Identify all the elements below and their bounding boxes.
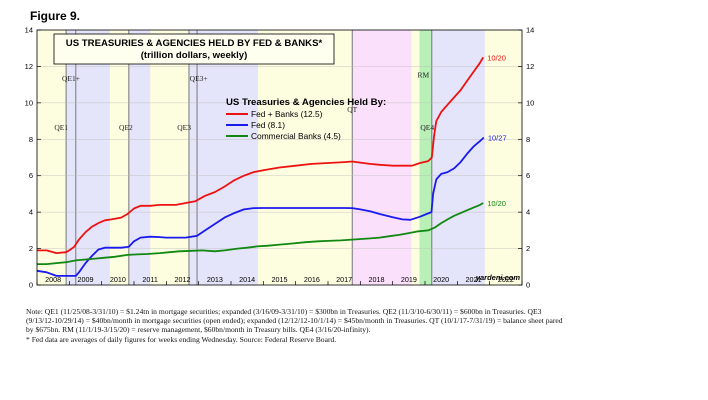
legend-label-fed-banks: Fed + Banks (12.5) <box>251 109 323 119</box>
y-tick-label-left: 6 <box>29 171 33 180</box>
x-tick-label: 2020 <box>433 275 449 284</box>
note-text: Note: QE1 (11/25/08-3/31/10) = $1.24tn i… <box>26 307 563 335</box>
plot-frame <box>36 29 523 286</box>
y-tick-label-left: 0 <box>29 281 33 290</box>
series-line-banks <box>37 202 484 265</box>
x-tick-label: 2018 <box>369 275 385 284</box>
credit: yardeni.com <box>475 273 521 282</box>
region-qe4 <box>431 30 485 285</box>
series-line-fed <box>36 136 485 277</box>
region-labels: QE1 QE1+ QE2 QE3 QE3+ QT RM QE4 <box>54 70 434 132</box>
y-tick-label-right: 2 <box>526 244 530 253</box>
region-label-qe2: QE2 <box>119 123 133 132</box>
x-tick-label: 2008 <box>45 275 61 284</box>
region-label-qe1-plus: QE1+ <box>62 74 80 83</box>
y-tick-label-right: 0 <box>526 281 530 290</box>
legend-label-fed: Fed (8.1) <box>251 120 285 130</box>
x-tick-label: 2011 <box>142 275 157 284</box>
y-tick-label-right: 8 <box>526 135 530 144</box>
title-box: US TREASURIES & AGENCIES HELD BY FED & B… <box>53 33 335 65</box>
region-label-qe1: QE1 <box>54 123 68 132</box>
x-tick-label: 2016 <box>304 275 320 284</box>
y-tick-label-left: 10 <box>25 98 33 107</box>
region-label-rm: RM <box>418 70 430 79</box>
x-axis: 2008 2009 2010 2011 2012 2013 2014 2015 2016 2017… <box>36 275 523 285</box>
y-tick-label-right: 10 <box>526 98 534 107</box>
x-tick-label: 2015 <box>272 275 288 284</box>
y-tick-label-left: 14 <box>25 26 33 35</box>
x-tick-label: 2022 <box>498 275 514 284</box>
y-axis-left: 0 2 4 6 8 10 12 14 <box>25 26 41 290</box>
title-box-frame <box>53 33 335 65</box>
x-tick-label: 2009 <box>78 275 94 284</box>
x-tick-label: 2019 <box>401 275 417 284</box>
series-lines: 10/20 10/27 10/20 <box>36 53 507 277</box>
notes: Note: QE1 (11/25/08-3/31/10) = $1.24tn i… <box>26 307 566 344</box>
figure-label: Figure 9. <box>30 9 81 23</box>
region-label-qe4: QE4 <box>420 123 434 132</box>
region-rm <box>419 30 432 285</box>
y-tick-label-right: 4 <box>526 208 530 217</box>
region-qe1-plus <box>75 30 110 285</box>
legend: US Treasuries & Agencies Held By: Fed + … <box>226 97 386 141</box>
x-tick-label: 2014 <box>239 275 255 284</box>
y-axis-right: 0 2 4 6 8 10 12 14 <box>518 26 534 290</box>
y-tick-label-left: 8 <box>29 135 33 144</box>
series-end-label-fed: 10/27 <box>488 133 507 142</box>
footnote-text: * Fed data are averages of daily figures… <box>26 334 337 344</box>
gridlines <box>37 66 522 249</box>
y-tick-label-left: 12 <box>25 62 33 71</box>
region-label-qe3-plus: QE3+ <box>190 74 208 83</box>
region-label-qt: QT <box>347 105 357 114</box>
legend-title: US Treasuries & Agencies Held By: <box>226 97 386 108</box>
y-tick-label-right: 12 <box>526 62 534 71</box>
legend-label-banks: Commercial Banks (4.5) <box>251 131 341 141</box>
x-tick-label: 2021 <box>466 275 482 284</box>
region-qt <box>352 30 412 285</box>
y-tick-label-left: 4 <box>29 208 33 217</box>
x-tick-label: 2012 <box>175 275 191 284</box>
y-tick-label-left: 2 <box>29 244 33 253</box>
series-line-fed-banks <box>37 56 484 254</box>
region-label-qe3: QE3 <box>177 123 191 132</box>
y-tick-label-right: 6 <box>526 171 530 180</box>
y-tick-label-right: 14 <box>526 26 534 35</box>
x-tick-label: 2010 <box>110 275 126 284</box>
region-qe3-plus <box>197 30 258 285</box>
chart-title: US TREASURIES & AGENCIES HELD BY FED & B… <box>66 38 323 49</box>
chart-subtitle: (trillion dollars, weekly) <box>141 50 248 61</box>
region-qe2 <box>128 30 151 285</box>
x-tick-label: 2017 <box>336 275 352 284</box>
series-end-label-banks: 10/20 <box>487 199 506 208</box>
policy-regions <box>37 30 522 285</box>
series-end-label-fed-banks: 10/20 <box>487 53 506 62</box>
x-tick-label: 2013 <box>207 275 223 284</box>
